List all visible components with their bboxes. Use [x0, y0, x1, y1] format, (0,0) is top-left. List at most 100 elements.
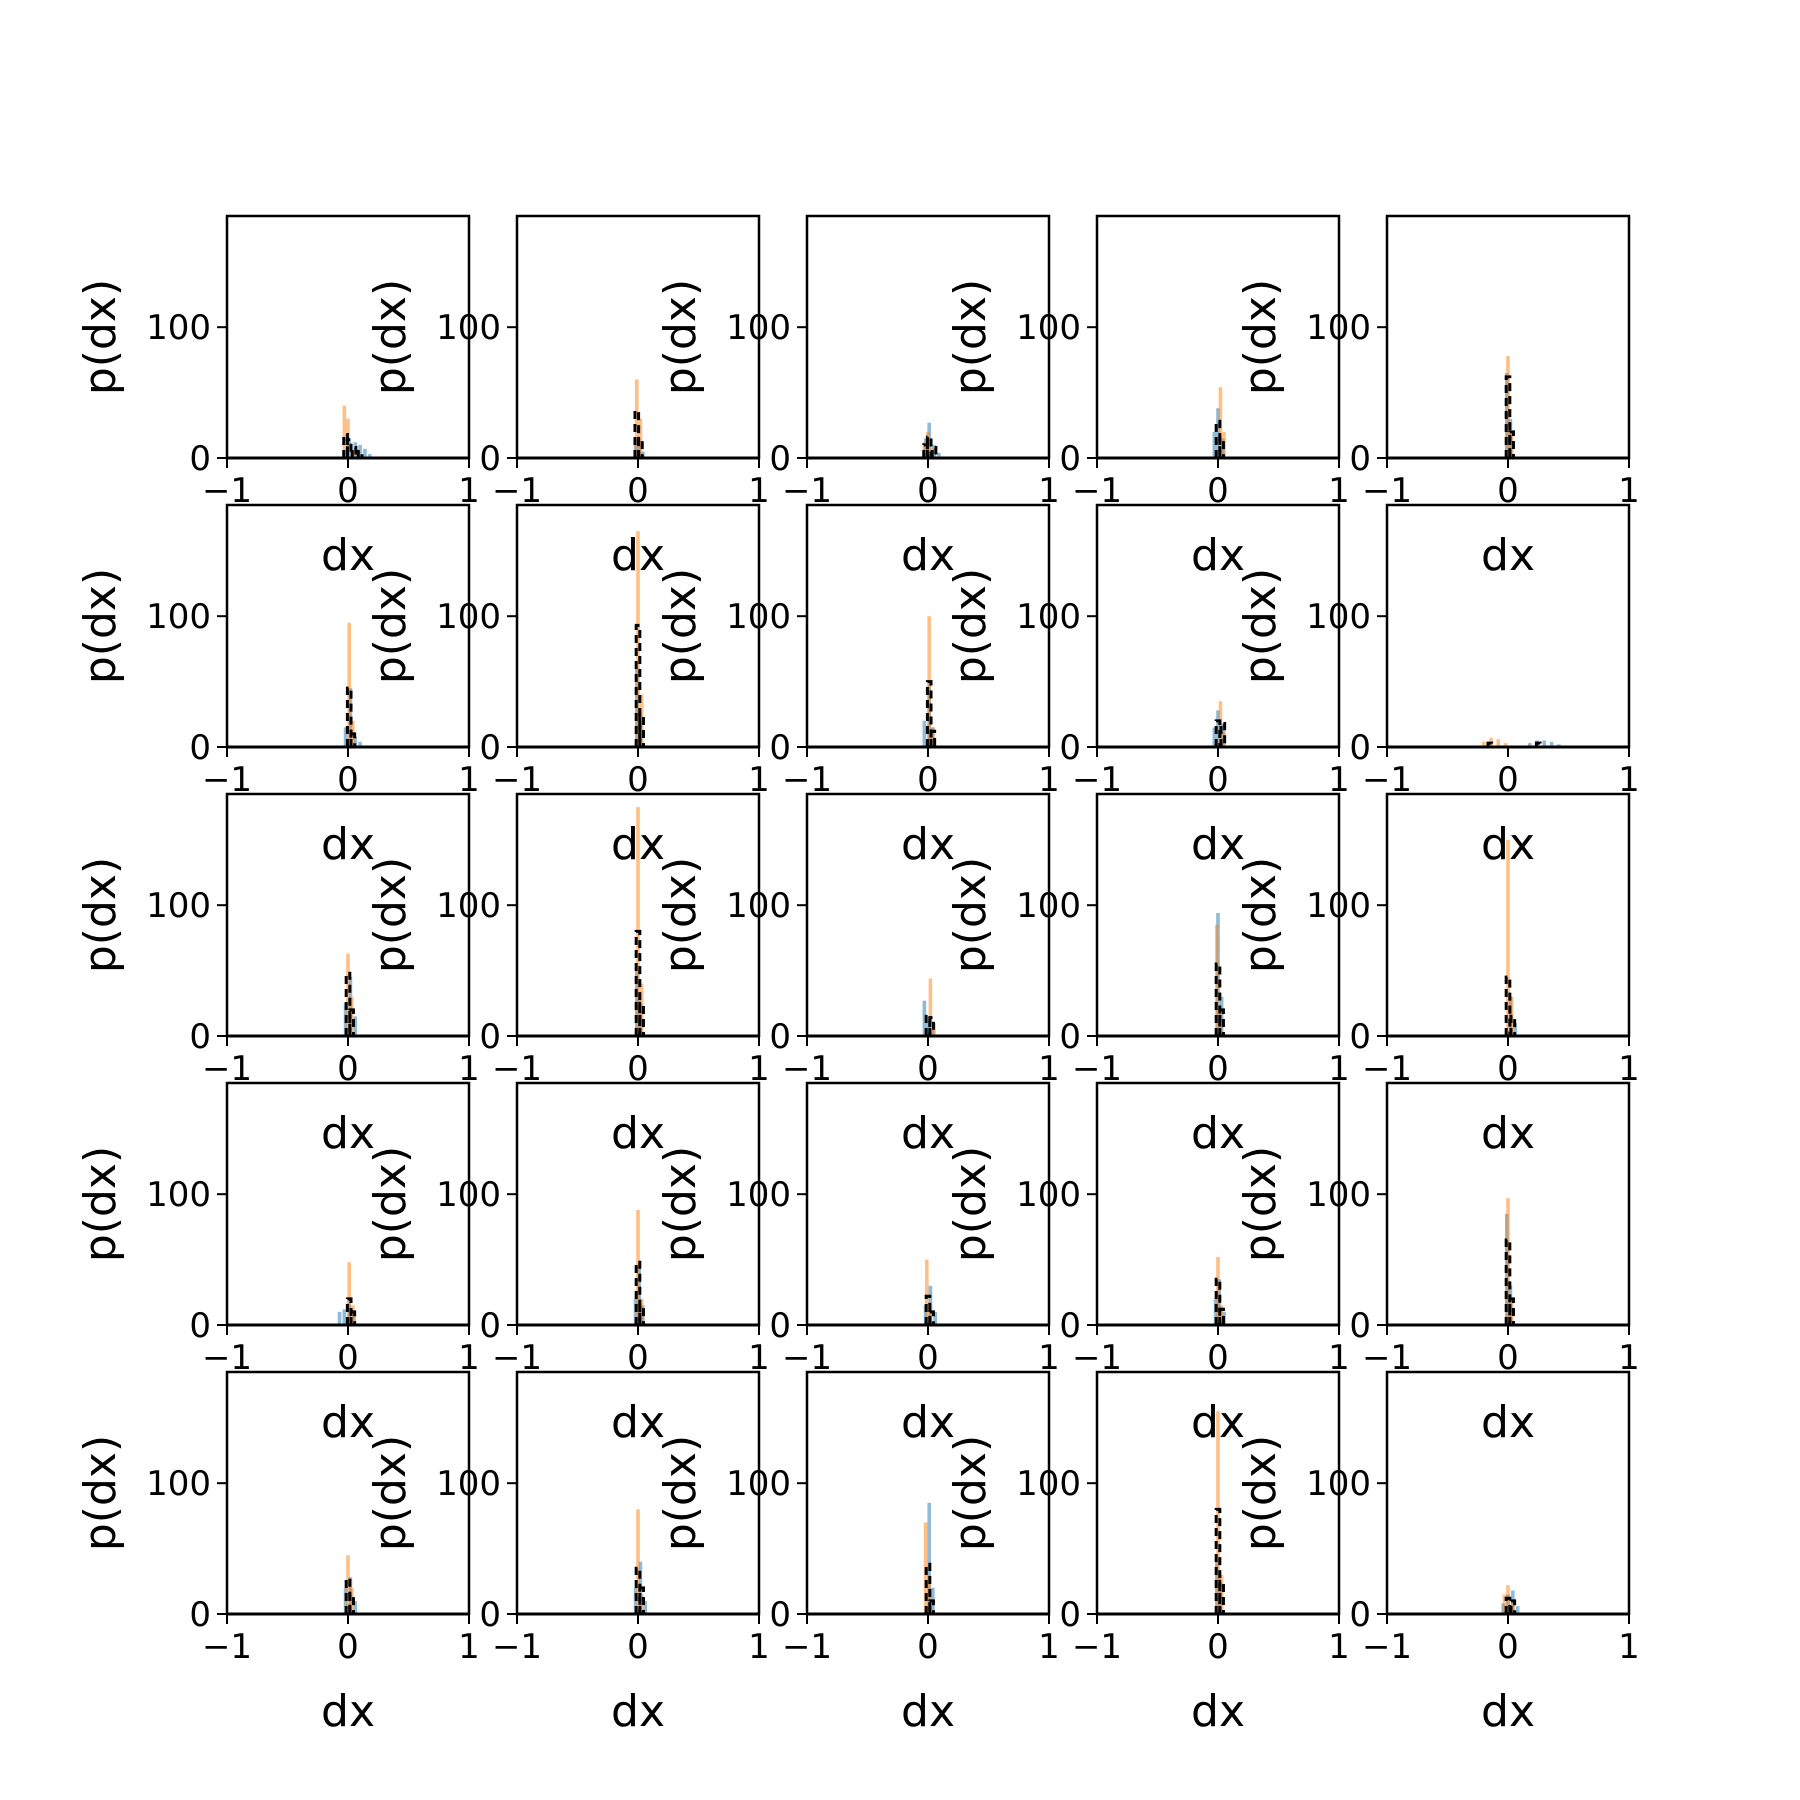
y-axis-label: p(dx) [655, 1146, 706, 1262]
blue-hist-bar [1216, 710, 1220, 747]
x-axis-label: dx [1481, 1397, 1535, 1448]
y-tick-label: 100 [1306, 886, 1371, 926]
y-axis-label: p(dx) [1235, 1146, 1286, 1262]
y-axis-label: p(dx) [75, 568, 126, 684]
x-tick-label: −1 [782, 1627, 832, 1667]
x-axis-label: dx [321, 1108, 375, 1159]
blue-hist-bar [927, 1502, 932, 1614]
x-axis-label: dx [321, 1686, 375, 1737]
orange-hist-bar [1511, 1600, 1515, 1614]
y-axis-label: p(dx) [1235, 279, 1286, 395]
x-tick-label: 1 [1038, 1049, 1060, 1089]
orange-hist-bar [634, 379, 639, 458]
y-axis-label: p(dx) [945, 1435, 996, 1551]
y-tick-label: 0 [189, 728, 211, 768]
black-step-outline [638, 712, 645, 747]
y-tick-label: 100 [1016, 308, 1081, 348]
blue-hist-bar [337, 1311, 342, 1325]
black-step-outline [1214, 962, 1222, 1036]
x-axis-label: dx [1481, 1686, 1535, 1737]
black-step-outline [1218, 1579, 1225, 1614]
x-tick-label: 0 [337, 760, 359, 800]
black-step-outline [928, 1310, 935, 1325]
y-tick-label: 0 [1349, 1306, 1371, 1346]
x-tick-label: 0 [917, 1338, 939, 1378]
y-axis-label: p(dx) [75, 279, 126, 395]
black-step-outline [928, 1016, 935, 1036]
y-tick-label: 0 [479, 1595, 501, 1635]
orange-hist-bar [639, 1298, 644, 1325]
black-step-outline [356, 449, 364, 458]
blue-hist-bar [353, 1600, 358, 1614]
orange-hist-bar [636, 1509, 640, 1614]
black-step-outline [349, 1310, 357, 1325]
x-tick-label: 0 [1207, 760, 1229, 800]
blue-hist-bar [363, 448, 367, 458]
blue-hist-bar [367, 454, 372, 458]
orange-hist-bar [1216, 1411, 1220, 1614]
x-axis-label: dx [901, 819, 955, 870]
orange-hist-bar [1506, 1198, 1510, 1325]
x-tick-label: 1 [1618, 1338, 1640, 1378]
x-tick-label: 0 [627, 1049, 649, 1089]
y-tick-label: 0 [1059, 1306, 1081, 1346]
orange-hist-bar [347, 622, 352, 747]
x-tick-label: 0 [1497, 471, 1519, 511]
orange-hist-bar [1219, 1305, 1224, 1325]
blue-hist-bar [643, 1600, 648, 1614]
blue-hist-bar [1515, 1606, 1520, 1614]
x-tick-label: 1 [748, 1338, 770, 1378]
x-tick-label: 1 [1038, 1338, 1060, 1378]
x-axis-label: dx [321, 819, 375, 870]
orange-hist-bar [636, 807, 640, 1036]
x-tick-label: 0 [1497, 760, 1519, 800]
blue-hist-bar [1549, 741, 1554, 747]
black-step-outline [350, 446, 358, 458]
blue-hist-bar [1212, 431, 1217, 458]
x-axis-label: dx [1191, 1108, 1245, 1159]
black-step-outline [1218, 436, 1225, 458]
x-tick-label: 1 [748, 760, 770, 800]
x-tick-label: 0 [1207, 1627, 1229, 1667]
x-axis-label: dx [321, 1397, 375, 1448]
y-tick-label: 100 [726, 597, 791, 637]
black-step-outline [930, 446, 938, 458]
y-tick-label: 0 [479, 439, 501, 479]
y-tick-label: 0 [189, 439, 211, 479]
y-tick-label: 100 [1306, 308, 1371, 348]
x-tick-label: 1 [1618, 471, 1640, 511]
x-tick-label: 0 [627, 471, 649, 511]
y-tick-label: 0 [1059, 728, 1081, 768]
y-tick-label: 0 [189, 1306, 211, 1346]
x-axis-label: dx [1481, 1108, 1535, 1159]
blue-hist-bar [358, 444, 362, 458]
y-axis-label: p(dx) [945, 1146, 996, 1262]
black-step-outline [1509, 1599, 1517, 1614]
y-tick-label: 0 [1059, 1017, 1081, 1057]
blue-hist-bar [342, 1309, 347, 1325]
y-tick-label: 0 [189, 1595, 211, 1635]
x-tick-label: 0 [337, 1627, 359, 1667]
y-tick-label: 100 [146, 1464, 211, 1504]
x-tick-label: 0 [1207, 471, 1229, 511]
x-tick-label: 0 [1207, 1049, 1229, 1089]
y-axis-label: p(dx) [655, 279, 706, 395]
y-tick-label: 100 [1306, 1464, 1371, 1504]
orange-hist-bar [1216, 1256, 1220, 1325]
y-tick-label: 100 [1016, 886, 1081, 926]
y-axis-label: p(dx) [945, 279, 996, 395]
x-tick-label: 0 [1207, 1338, 1229, 1378]
blue-hist-bar [353, 1016, 358, 1036]
y-axis-label: p(dx) [945, 568, 996, 684]
x-tick-label: 0 [1497, 1049, 1519, 1089]
x-axis-label: dx [611, 1108, 665, 1159]
black-step-outline [1214, 1507, 1222, 1614]
y-tick-label: 0 [1059, 439, 1081, 479]
orange-hist-bar [1502, 1594, 1507, 1614]
orange-hist-bar [1509, 431, 1514, 458]
orange-hist-bar [1506, 355, 1510, 458]
